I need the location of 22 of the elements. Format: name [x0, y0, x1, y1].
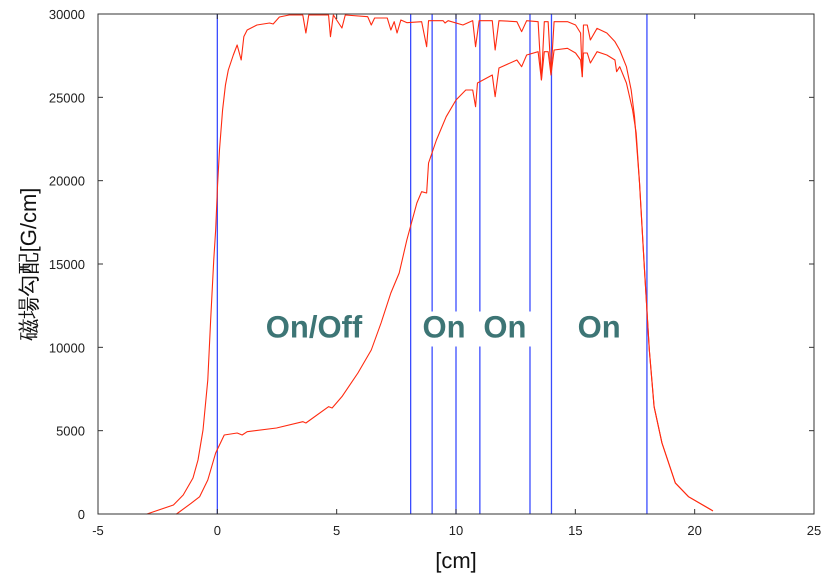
y-axis-title: 磁場勾配[G/cm]: [16, 188, 41, 342]
annotation: On/Off: [266, 310, 363, 344]
x-tick-label: 20: [687, 523, 702, 538]
x-axis-title: [cm]: [435, 548, 477, 573]
x-tick-label: 10: [448, 523, 464, 538]
x-tick-label: 15: [568, 523, 583, 538]
y-tick-label: 10000: [48, 340, 85, 356]
y-tick-label: 20000: [48, 174, 85, 189]
y-tick-label: 0: [78, 507, 85, 522]
x-tick-label: 0: [214, 523, 221, 538]
y-tick-label: 25000: [48, 90, 85, 106]
annotation: On: [483, 310, 526, 344]
x-tick-label: -5: [92, 523, 104, 538]
annotation: On: [578, 310, 621, 344]
x-tick-label: 5: [333, 523, 340, 538]
y-tick-label: 15000: [48, 257, 85, 272]
x-tick-label: 25: [806, 523, 822, 538]
annotation: On: [570, 310, 629, 346]
annotation: On/Off: [258, 310, 371, 346]
y-tick-label: 30000: [48, 7, 85, 22]
annotation: On: [422, 310, 466, 344]
y-tick-label: 5000: [56, 424, 85, 439]
